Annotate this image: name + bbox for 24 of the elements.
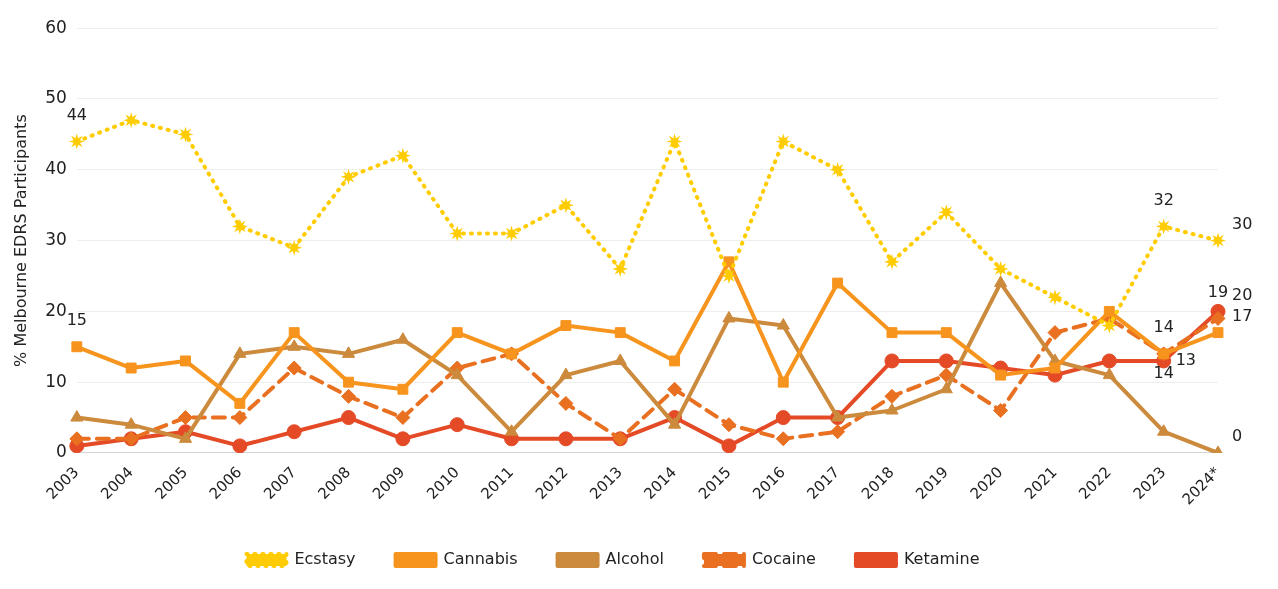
legend-label: Cannabis (443, 549, 518, 569)
y-tick-label: 20 (45, 299, 67, 320)
data-label: 30 (1232, 213, 1253, 233)
data-label: 20 (1232, 284, 1253, 304)
data-label: 13 (1175, 350, 1197, 370)
y-tick-label: 40 (45, 158, 67, 179)
legend-label: Ketamine (903, 549, 980, 569)
y-tick-label: 50 (45, 87, 67, 108)
data-label: 14 (1153, 363, 1174, 383)
data-label: 0 (1232, 426, 1243, 446)
y-tick-label: 60 (45, 16, 67, 37)
data-label: 44 (66, 104, 88, 124)
data-label: 32 (1153, 189, 1174, 209)
data-label: 15 (66, 309, 88, 329)
legend-label: Alcohol (605, 549, 664, 569)
data-label: 17 (1232, 305, 1253, 325)
y-tick-label: 10 (45, 370, 67, 391)
data-label: 19 (1207, 281, 1229, 301)
y-tick-label: 30 (45, 229, 67, 250)
data-label: 14 (1153, 317, 1174, 337)
y-axis-title: % Melbourne EDRS Participants (10, 114, 30, 367)
legend-label: Ecstasy (294, 549, 356, 569)
y-tick-label: 0 (56, 441, 67, 462)
legend-label: Cocaine (751, 549, 816, 569)
